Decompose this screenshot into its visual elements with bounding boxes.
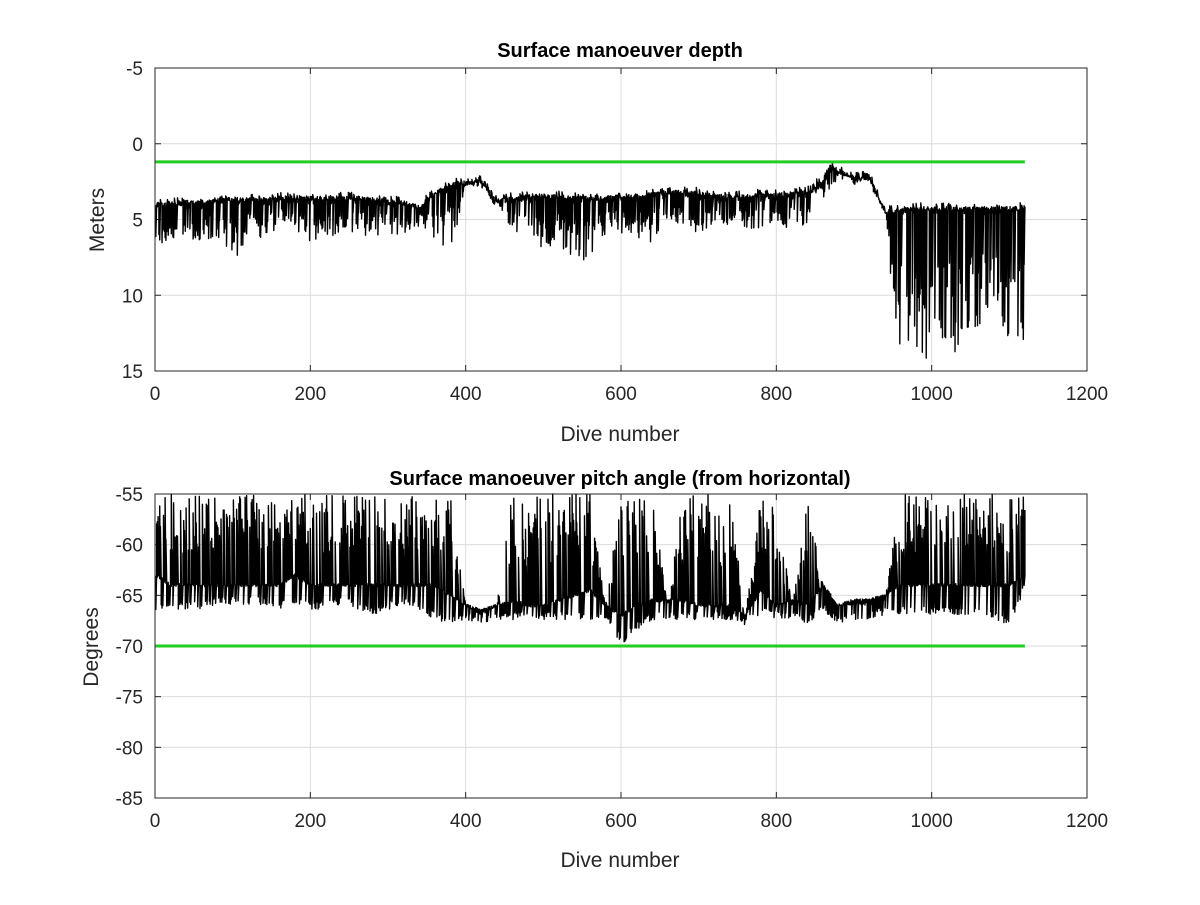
pitch-panel: Surface manoeuver pitch angle (from hori… [80,468,1108,872]
pitch-y-tick-label: -85 [116,789,143,810]
pitch-x-tick-label: 1200 [1066,811,1108,832]
pitch-x-tick-label: 1000 [911,811,953,832]
depth-y-tick-label: 10 [122,286,143,307]
pitch-x-tick-label: 0 [150,811,161,832]
depth-y-tick-label: -5 [126,59,143,80]
pitch-chart-title: Surface manoeuver pitch angle (from hori… [389,468,850,490]
depth-y-tick-label: 15 [122,362,143,383]
depth-panel: Surface manoeuver depth Dive number Mete… [86,40,1108,446]
pitch-x-tick-label: 400 [450,811,482,832]
depth-chart-title: Surface manoeuver depth [497,40,743,62]
pitch-axes-frame [154,493,1088,799]
depth-x-tick-label: 1200 [1066,384,1108,405]
depth-x-tick-label: 200 [294,384,326,405]
pitch-x-axis-label: Dive number [560,849,679,872]
pitch-y-tick-label: -75 [116,688,143,709]
depth-x-tick-label: 0 [150,384,161,405]
pitch-y-tick-label: -55 [116,485,143,506]
depth-y-tick-label: 0 [132,135,143,156]
depth-y-tick-label: 5 [132,211,143,232]
pitch-x-tick-label: 800 [760,811,792,832]
pitch-y-tick-label: -65 [116,586,143,607]
pitch-data-series [155,493,1026,643]
depth-x-tick-label: 1000 [911,384,953,405]
depth-data-series [155,160,1026,359]
pitch-y-tick-label: -70 [116,637,143,658]
depth-x-tick-label: 800 [760,384,792,405]
depth-axes-frame [154,67,1088,372]
pitch-x-tick-label: 600 [605,811,637,832]
depth-y-axis-label: Meters [86,188,109,252]
pitch-y-tick-label: -60 [116,536,143,557]
pitch-x-tick-label: 200 [294,811,326,832]
depth-x-tick-label: 600 [605,384,637,405]
depth-x-tick-label: 400 [450,384,482,405]
pitch-y-tick-label: -80 [116,738,143,759]
pitch-y-axis-label: Degrees [80,607,103,686]
depth-x-axis-label: Dive number [560,423,679,446]
